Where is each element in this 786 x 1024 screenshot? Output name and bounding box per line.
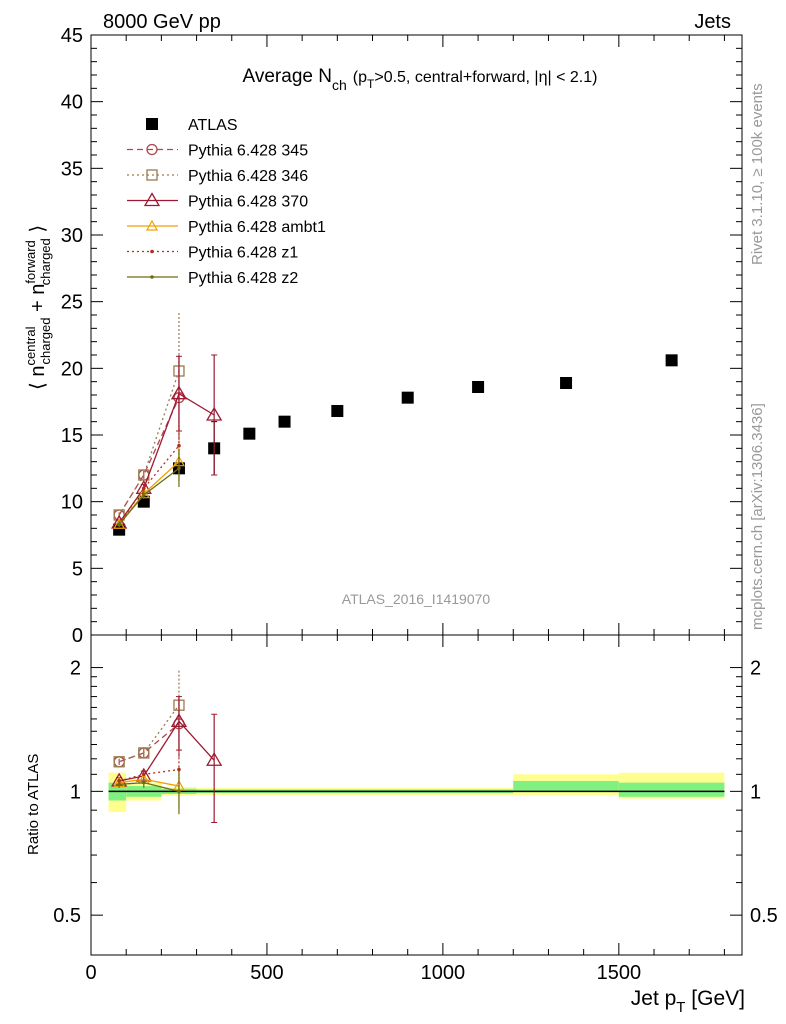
data-point-ATLAS	[665, 354, 678, 367]
data-point-z2	[177, 466, 181, 471]
ratio-y-tick-label: 2	[70, 658, 81, 680]
x-tick-label: 1000	[421, 962, 466, 984]
legend-marker-ambt1	[145, 219, 159, 231]
data-point-p370	[170, 385, 188, 400]
main-panel: 0 5 10 15 20 25 30 35 40 45 ATLAS_2016_I1419070 A…	[23, 25, 743, 647]
ratio-point-z1	[177, 767, 181, 772]
data-point-z2	[117, 522, 121, 527]
uncertainty-band-inner	[513, 780, 619, 792]
data-point-ATLAS	[472, 381, 485, 393]
legend-marker-p370	[143, 192, 161, 207]
legend-label-ATLAS: ATLAS	[188, 117, 238, 134]
legend-label-z1: Pythia 6.428 z1	[188, 245, 298, 262]
x-axis-label: Jet pT [GeV]	[631, 987, 745, 1016]
legend-marker-p346	[146, 169, 158, 181]
series-line-p370	[118, 392, 215, 524]
ratio-y-tick-label-right: 2	[750, 658, 761, 680]
ratio-series-z2	[117, 771, 181, 815]
legend-marker-ATLAS	[146, 118, 158, 130]
y-tick-label: 5	[72, 558, 83, 580]
data-point-p370	[206, 406, 223, 421]
legend-entry-z1: Pythia 6.428 z1	[127, 245, 298, 262]
data-point-ambt1	[113, 518, 126, 529]
ratio-y-tick-label-right: 1	[750, 781, 761, 803]
x-tick-label: 1500	[597, 962, 642, 984]
ratio-y-tick-label: 1	[70, 781, 81, 803]
data-point-z1	[141, 486, 146, 491]
ratio-point-p370	[170, 713, 188, 727]
data-point-ATLAS	[401, 391, 414, 404]
y-tick-label: 35	[61, 158, 83, 180]
ratio-y-tick-label-right: 0.5	[750, 905, 778, 927]
analysis-watermark: ATLAS_2016_I1419070	[342, 591, 491, 607]
ratio-panel-frame	[90, 634, 743, 956]
series-z2	[117, 449, 181, 527]
rivet-version-label: Rivet 3.1.10, ≥ 100k events	[749, 83, 766, 265]
y-tick-label: 40	[61, 92, 83, 114]
legend-label-z2: Pythia 6.428 z2	[188, 270, 298, 287]
legend-label-p370: Pythia 6.428 370	[188, 194, 308, 211]
mcplots-reference-label: mcplots.cern.ch [arXiv:1306.3436]	[749, 403, 766, 630]
title-subscript: ch	[332, 77, 347, 93]
series-ATLAS	[113, 354, 678, 536]
series-p345	[113, 355, 185, 521]
ratio-line-p370	[119, 720, 215, 782]
data-point-ATLAS	[331, 405, 344, 417]
main-chart-title: Average Nch (pT>0.5, central+forward, |η|…	[243, 66, 598, 93]
legend-marker-p345	[146, 143, 158, 156]
y-tick-label: 20	[61, 358, 83, 380]
title-condition-rest: >0.5, central+forward, |η| < 2.1)	[374, 69, 597, 86]
header-category-label: Jets	[694, 11, 731, 33]
ratio-panel: 0.5 0.5 1 1 2 2 0 500 1000 1500 Ratio to ATLAS Je…	[25, 634, 778, 1016]
y-tick-label: 25	[61, 292, 83, 314]
title-condition-subscript: T	[367, 77, 375, 91]
ratio-series-p346	[113, 670, 185, 768]
data-point-ATLAS	[278, 415, 291, 428]
ratio-point-z1	[141, 772, 146, 777]
data-point-ATLAS	[560, 377, 573, 389]
legend-entry-z2: Pythia 6.428 z2	[127, 270, 298, 287]
ratio-point-p370	[206, 751, 223, 766]
legend-marker-z2	[150, 275, 154, 279]
legend-entry-p346: Pythia 6.428 346	[127, 168, 308, 185]
ratio-point-z2	[177, 789, 181, 794]
series-p370	[111, 354, 223, 529]
legend-label-ambt1: Pythia 6.428 ambt1	[188, 219, 326, 236]
x-tick-label: 0	[85, 962, 96, 984]
legend-marker-z1	[150, 249, 154, 254]
ratio-point-p346	[113, 756, 125, 768]
y-tick-label: 45	[61, 25, 83, 47]
data-point-z1	[177, 443, 181, 448]
legend: ATLAS Pythia 6.428 345 Pythia 6.428 346 Pyt…	[127, 117, 326, 287]
y-tick-label: 15	[61, 425, 83, 447]
ratio-series-z1	[117, 750, 181, 792]
legend-label-p346: Pythia 6.428 346	[188, 168, 308, 185]
legend-entry-ATLAS: ATLAS	[146, 117, 238, 134]
ratio-y-tick-label: 0.5	[53, 905, 81, 927]
data-point-ATLAS	[243, 427, 256, 440]
data-point-z2	[141, 493, 146, 497]
legend-entry-p370: Pythia 6.428 370	[127, 192, 308, 211]
series-line-z1	[118, 445, 180, 525]
legend-label-p345: Pythia 6.428 345	[188, 143, 308, 160]
data-point-ATLAS	[113, 523, 126, 536]
header-collision-label: 8000 GeV pp	[103, 11, 221, 33]
x-tick-label: 500	[250, 962, 283, 984]
y-tick-label: 30	[61, 225, 83, 247]
ratio-point-z2	[117, 782, 121, 787]
legend-entry-p345: Pythia 6.428 345	[127, 143, 308, 160]
ratio-series-p370	[111, 696, 223, 823]
ratio-point-z2	[141, 780, 146, 785]
title-condition: (p	[353, 69, 367, 86]
y-tick-label: 10	[61, 492, 83, 514]
uncertainty-band-inner	[618, 782, 725, 797]
ratio-point-p346	[138, 747, 150, 759]
title-main: Average N	[243, 66, 332, 87]
main-y-axis-label: ⟨ ncentralcharged + nforwardcharged ⟩	[23, 225, 53, 390]
y-tick-label: 0	[72, 625, 83, 647]
ratio-y-axis-label: Ratio to ATLAS	[25, 754, 42, 855]
legend-entry-ambt1: Pythia 6.428 ambt1	[127, 219, 326, 236]
